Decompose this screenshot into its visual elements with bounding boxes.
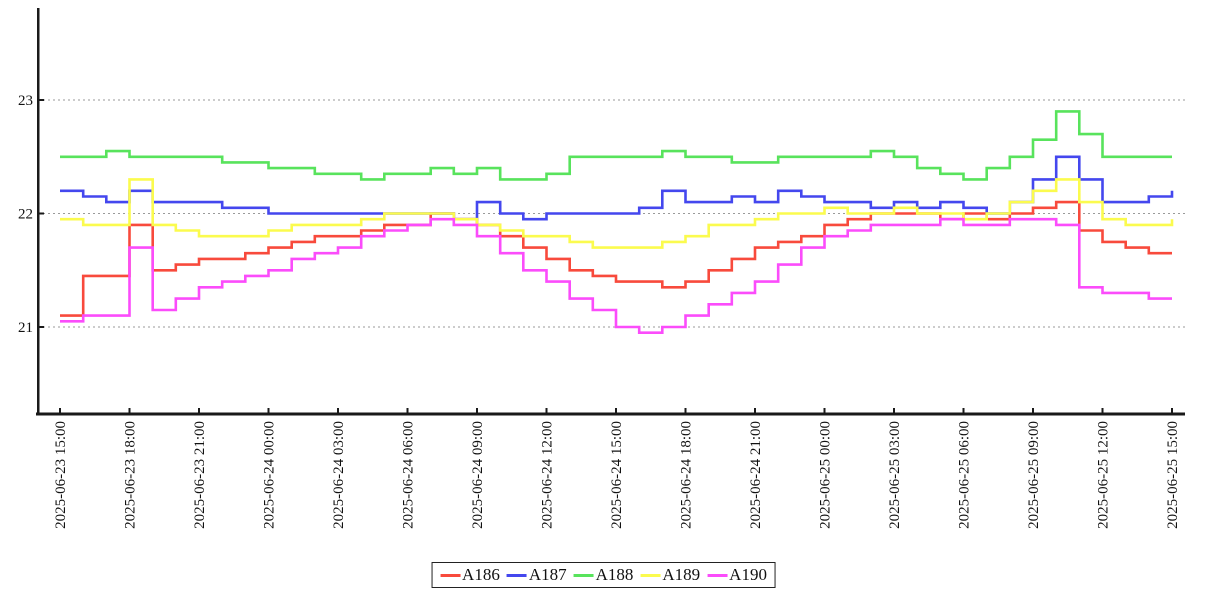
legend-label: A187 [528, 565, 567, 584]
x-tick-label: 2025-06-25 12:00 [1096, 421, 1112, 529]
series-line-A190 [60, 217, 1172, 334]
x-tick-label: 2025-06-24 00:00 [262, 421, 278, 529]
x-tick-label: 2025-06-24 12:00 [540, 421, 556, 529]
x-tick-label: 2025-06-24 21:00 [748, 421, 764, 529]
x-tick-label: 2025-06-24 18:00 [679, 421, 695, 529]
x-tick-label: 2025-06-25 00:00 [818, 421, 834, 529]
series-line-A187 [60, 155, 1174, 221]
legend-label: A186 [462, 565, 500, 584]
x-tick-label: 2025-06-24 03:00 [331, 421, 347, 529]
legend-item-A190: A190 [707, 565, 767, 585]
legend-item-A187: A187 [506, 565, 567, 585]
legend-swatch-A186 [440, 573, 461, 577]
x-tick-label: 2025-06-23 21:00 [192, 421, 208, 529]
y-tick-label: 23 [18, 93, 33, 109]
x-tick-label: 2025-06-24 06:00 [401, 421, 417, 529]
series-line-A186 [60, 200, 1172, 317]
x-tick-label: 2025-06-25 06:00 [957, 421, 973, 529]
legend-label: A190 [729, 565, 767, 584]
y-tick-label: 22 [18, 207, 33, 223]
legend-label: A189 [662, 565, 701, 584]
series-line-A189 [60, 178, 1174, 249]
x-tick-label: 2025-06-23 15:00 [53, 421, 69, 529]
x-tick-label: 2025-06-24 09:00 [470, 421, 486, 529]
legend-swatch-A188 [573, 573, 594, 577]
x-tick-label: 2025-06-25 09:00 [1026, 421, 1042, 529]
y-tick-label: 21 [18, 320, 33, 336]
x-tick-label: 2025-06-23 18:00 [123, 421, 139, 529]
legend: A186 A187 A188 A189 A190 [431, 562, 776, 588]
legend-item-A186: A186 [440, 565, 500, 585]
x-tick-label: 2025-06-25 15:00 [1165, 421, 1181, 529]
legend-swatch-A189 [640, 573, 661, 577]
legend-swatch-A187 [506, 573, 527, 577]
legend-swatch-A190 [707, 573, 728, 577]
x-tick-label: 2025-06-24 15:00 [609, 421, 625, 529]
x-tick-label: 2025-06-25 03:00 [887, 421, 903, 529]
legend-item-A189: A189 [640, 565, 700, 585]
legend-label: A188 [595, 565, 634, 584]
series-line-A188 [60, 110, 1172, 181]
legend-item-A188: A188 [573, 565, 634, 585]
